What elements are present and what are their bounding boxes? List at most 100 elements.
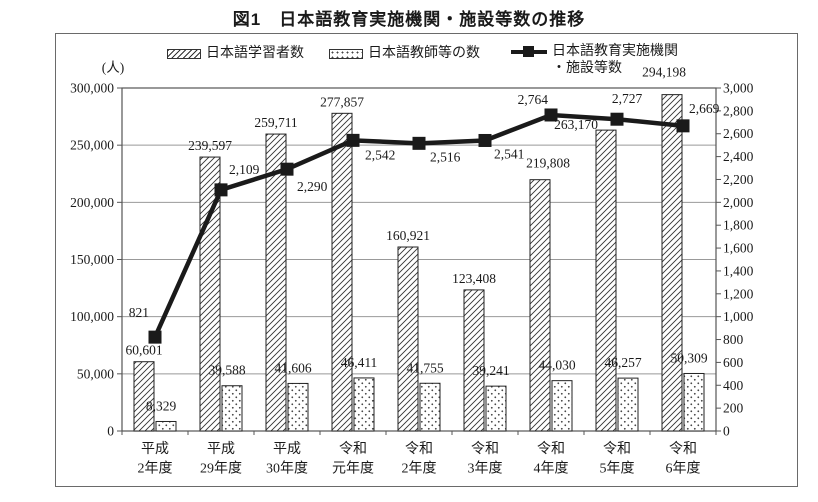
x-axis-label: 6年度 xyxy=(666,461,701,477)
right-axis-tick-label: 1,600 xyxy=(723,241,754,256)
x-axis-label: 平成 xyxy=(141,441,169,457)
learner-bar xyxy=(331,112,353,432)
institution-value-label: 2,542 xyxy=(365,147,395,162)
right-axis-tick-label: 200 xyxy=(723,401,744,416)
trend-marker xyxy=(412,136,426,150)
learner-value-label: 263,170 xyxy=(554,117,598,132)
right-axis-tick-label: 0 xyxy=(723,424,730,439)
trend-marker xyxy=(478,133,492,147)
teacher-bar xyxy=(221,385,243,432)
teacher-bar xyxy=(485,385,507,432)
teacher-value-label: 41,606 xyxy=(274,360,311,375)
learner-bar xyxy=(133,361,155,432)
right-axis-tick-label: 800 xyxy=(723,332,744,347)
trend-marker xyxy=(676,119,690,133)
right-axis-tick-label: 1,200 xyxy=(723,286,754,301)
axes: 0 50,000 100,000 150,000 200,000 250,000 300,0… xyxy=(70,60,754,439)
left-axis-tick-label: 0 xyxy=(107,424,114,439)
teacher-value-label: 46,257 xyxy=(604,355,641,370)
trend-marker xyxy=(610,112,624,126)
learner-bar xyxy=(661,94,683,432)
left-axis-unit-label: (人) xyxy=(102,60,125,75)
legend-item-learners: 日本語学習者数 xyxy=(167,45,304,62)
x-axis-label: 2年度 xyxy=(138,461,173,477)
x-axis-label: 30年度 xyxy=(266,461,308,477)
trend-marker xyxy=(346,133,360,147)
teacher-bar xyxy=(155,420,177,432)
learner-bar xyxy=(265,133,287,432)
left-axis-tick-label: 250,000 xyxy=(70,138,114,153)
learner-bar xyxy=(529,179,551,432)
teacher-bar xyxy=(617,377,639,432)
trend-markers xyxy=(148,108,690,344)
x-axis-label: 2年度 xyxy=(402,461,437,477)
right-axis-tick-label: 600 xyxy=(723,355,744,370)
legend-item-teachers: 日本語教師等の数 xyxy=(329,45,480,62)
learner-value-label: 60,601 xyxy=(125,343,162,358)
teacher-value-label: 46,411 xyxy=(341,355,378,370)
x-axis-label: 29年度 xyxy=(200,461,242,477)
institution-value-label: 821 xyxy=(129,305,149,320)
trend-marker xyxy=(148,330,162,344)
teacher-value-label: 39,588 xyxy=(208,363,245,378)
teacher-value-label: 50,309 xyxy=(670,350,707,365)
teacher-bar xyxy=(683,372,705,432)
institution-value-label: 2,541 xyxy=(494,146,524,161)
trend-marker xyxy=(214,183,228,197)
right-axis-tick-label: 2,600 xyxy=(723,126,754,141)
hatched-bar-swatch-icon xyxy=(167,48,201,59)
teacher-value-label: 41,755 xyxy=(406,360,443,375)
learner-value-label: 239,597 xyxy=(188,138,232,153)
right-axis-tick-label: 400 xyxy=(723,378,744,393)
right-axis-tick-label: 2,000 xyxy=(723,195,754,210)
data-labels: 60,601 239,597 259,711 277,857 160,921 123,40… xyxy=(125,65,719,414)
institution-value-label: 2,516 xyxy=(430,149,461,164)
x-axis-label: 令和 xyxy=(405,441,433,457)
trend-marker xyxy=(280,162,294,176)
bars xyxy=(133,94,705,432)
x-axis-label: 4年度 xyxy=(534,461,569,477)
learner-value-label: 277,857 xyxy=(320,94,364,109)
left-axis-tick-label: 300,000 xyxy=(70,81,114,96)
x-axis-label: 3年度 xyxy=(468,461,503,477)
left-axis-tick-label: 150,000 xyxy=(70,252,114,267)
teacher-bar xyxy=(551,380,573,432)
line-marker-swatch-icon xyxy=(511,46,547,57)
legend-label-institutions: 日本語教育実施機関 ・施設等数 xyxy=(552,44,678,76)
x-axis-label: 平成 xyxy=(207,441,235,457)
right-axis-tick-label: 3,000 xyxy=(723,81,754,96)
learner-value-label: 219,808 xyxy=(526,156,570,171)
learner-bar xyxy=(397,246,419,432)
x-axis-label: 令和 xyxy=(339,441,367,457)
right-axis-tick-label: 2,200 xyxy=(723,172,754,187)
x-axis-label: 令和 xyxy=(669,441,697,457)
learner-value-label: 259,711 xyxy=(254,115,297,130)
institution-value-label: 2,727 xyxy=(612,91,643,106)
legend-item-institutions: 日本語教育実施機関 ・施設等数 xyxy=(511,43,678,77)
dotted-bar-swatch-icon xyxy=(329,48,363,59)
legend-label-learners: 日本語学習者数 xyxy=(206,46,304,61)
right-axis-tick-label: 1,000 xyxy=(723,309,754,324)
teacher-value-label: 39,241 xyxy=(472,363,509,378)
right-axis-tick-label: 2,800 xyxy=(723,103,754,118)
teacher-value-label: 44,030 xyxy=(538,358,575,373)
teacher-bar xyxy=(353,377,375,432)
chart-border xyxy=(55,33,798,487)
right-axis-tick-label: 2,400 xyxy=(723,149,754,164)
x-axis-label: 令和 xyxy=(603,441,631,457)
x-axis-label: 令和 xyxy=(471,441,499,457)
learner-value-label: 160,921 xyxy=(386,228,430,243)
x-axis-label: 元年度 xyxy=(332,461,374,477)
legend-label-teachers: 日本語教師等の数 xyxy=(368,46,480,61)
left-axis-tick-label: 50,000 xyxy=(77,366,114,381)
x-axis-label: 5年度 xyxy=(600,461,635,477)
learner-bar xyxy=(463,289,485,432)
right-axis-tick-label: 1,400 xyxy=(723,263,754,278)
teacher-value-label: 8,329 xyxy=(146,398,177,413)
x-axis-label: 平成 xyxy=(273,441,301,457)
institution-value-label: 2,669 xyxy=(689,101,720,116)
institution-value-label: 2,290 xyxy=(297,179,328,194)
